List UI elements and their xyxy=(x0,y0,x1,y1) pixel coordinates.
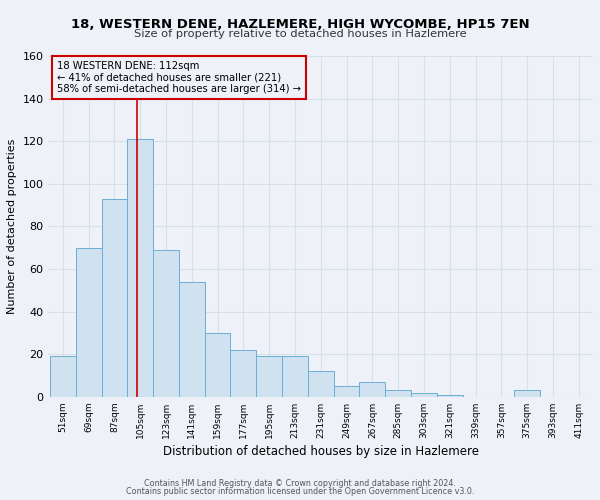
Bar xyxy=(334,386,359,397)
Bar xyxy=(50,356,76,397)
Bar xyxy=(359,382,385,397)
Bar xyxy=(514,390,540,397)
Bar xyxy=(127,139,153,397)
Text: Contains HM Land Registry data © Crown copyright and database right 2024.: Contains HM Land Registry data © Crown c… xyxy=(144,478,456,488)
Bar xyxy=(205,333,230,397)
Bar xyxy=(101,198,127,397)
Text: 18 WESTERN DENE: 112sqm
← 41% of detached houses are smaller (221)
58% of semi-d: 18 WESTERN DENE: 112sqm ← 41% of detache… xyxy=(56,61,301,94)
X-axis label: Distribution of detached houses by size in Hazlemere: Distribution of detached houses by size … xyxy=(163,445,479,458)
Bar xyxy=(153,250,179,397)
Bar xyxy=(256,356,282,397)
Bar xyxy=(230,350,256,397)
Bar xyxy=(308,372,334,397)
Bar xyxy=(385,390,411,397)
Bar xyxy=(411,392,437,397)
Y-axis label: Number of detached properties: Number of detached properties xyxy=(7,138,17,314)
Bar xyxy=(179,282,205,397)
Text: 18, WESTERN DENE, HAZLEMERE, HIGH WYCOMBE, HP15 7EN: 18, WESTERN DENE, HAZLEMERE, HIGH WYCOMB… xyxy=(71,18,529,30)
Bar xyxy=(437,394,463,397)
Bar xyxy=(282,356,308,397)
Text: Size of property relative to detached houses in Hazlemere: Size of property relative to detached ho… xyxy=(134,29,466,39)
Bar xyxy=(76,248,101,397)
Text: Contains public sector information licensed under the Open Government Licence v3: Contains public sector information licen… xyxy=(126,487,474,496)
